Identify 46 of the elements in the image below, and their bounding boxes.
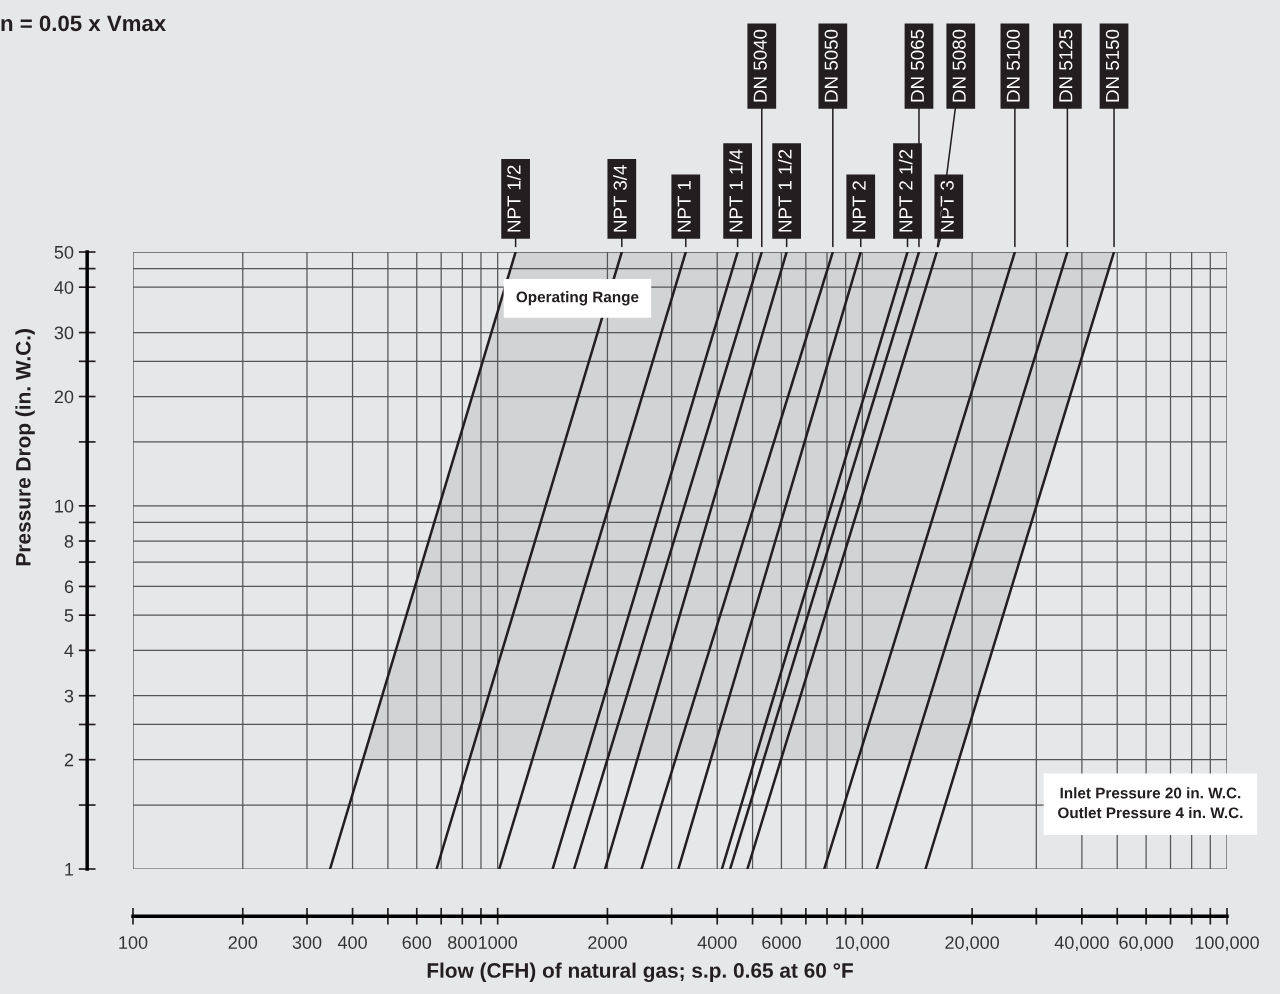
y-tick-label: 5 [64,609,74,622]
y-axis-title: Pressure Drop (in. W.C.) [15,329,35,566]
x-tick-label: 40,000 [1054,936,1109,952]
x-tick-label: 100,000 [1195,936,1259,952]
y-tick-label: 4 [64,644,74,657]
x-tick-label: 60,000 [1119,936,1174,952]
chart-title: n = 0.05 x Vmax [1,15,166,32]
x-tick-label: 600 [402,936,432,949]
annotation: NPT 1 1/2 [777,149,792,232]
annotation: NPT 3/4 [613,165,627,232]
annotation: DN 5050 [824,29,838,102]
y-tick-label: 6 [64,580,74,594]
y-tick-label: 50 [54,245,74,259]
x-tick-label: 400 [337,936,367,949]
y-tick-label: 2 [64,753,74,767]
annotation: DN 5080 [952,29,966,102]
x-tick-label: 10,000 [836,936,890,952]
annotation: DN 5100 [1006,29,1020,102]
x-tick-label: 6000 [762,936,801,949]
y-tick-label: 3 [64,689,74,703]
x-tick-label: 200 [228,936,258,949]
annotation: NPT 2 1/2 [898,149,913,232]
x-tick-label: 100 [119,936,148,949]
annotation: DN 5125 [1059,29,1073,102]
band-label: Operating Range [516,291,639,306]
annotation: Inlet Pressure 20 in. W.C. Outlet Pressure 4 in. W.C. [1058,787,1243,819]
x-tick-label: 20,000 [945,936,1000,952]
y-tick-label: 10 [55,499,74,513]
x-tick-label: 1000 [478,936,518,949]
annotation: NPT 1 [677,181,691,232]
y-tick-label: 40 [54,281,74,294]
x-axis-title: Flow (CFH) of natural gas; s.p. 0.65 at 60 °F [427,962,853,983]
annotation: NPT 1 1/4 [728,149,743,232]
annotation: NPT 2 [852,181,866,232]
annotation: DN 5150 [1105,29,1120,102]
x-tick-label: 800 [448,936,477,949]
y-tick-label: 20 [54,390,74,404]
y-tick-label: 30 [54,326,74,340]
annotation: DN 5040 [753,29,767,102]
x-tick-label: 4000 [697,936,737,949]
x-tick-label: 300 [292,936,322,949]
y-tick-label: 1 [65,863,74,876]
x-tick-label: 2000 [588,936,627,949]
y-tick-label: 8 [64,534,74,548]
annotation: NPT 1/2 [506,165,521,232]
annotation: DN 5065 [910,29,925,102]
